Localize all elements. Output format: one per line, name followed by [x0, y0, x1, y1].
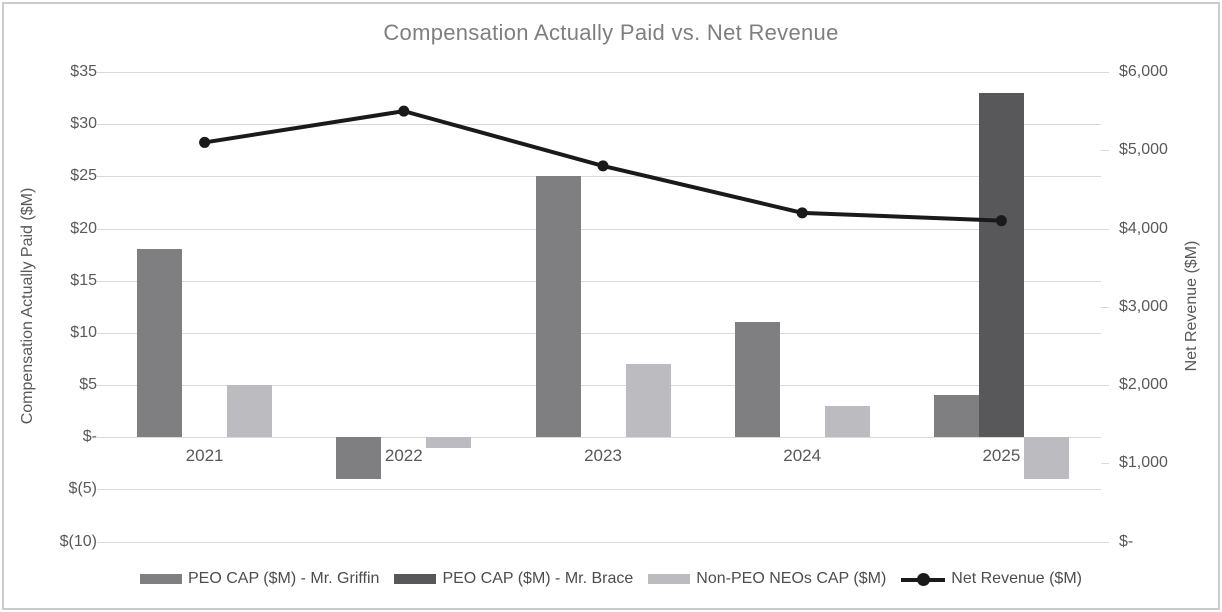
legend-label: PEO CAP ($M) - Mr. Brace [442, 570, 634, 587]
right-axis-tick-label: $6,000 [1119, 63, 1168, 80]
right-axis-tick [1101, 541, 1109, 543]
right-axis-tick-label: $4,000 [1119, 219, 1168, 237]
bar-non-peo-neos [1023, 437, 1069, 479]
gridline [105, 541, 1101, 543]
x-axis-category-label: 2022 [384, 446, 423, 466]
left-axis-tick-label: $20 [70, 219, 97, 237]
net-revenue-point [796, 207, 808, 219]
bar-peo-griffin [137, 249, 183, 438]
left-axis-tick [97, 541, 105, 543]
legend-label: Net Revenue ($M) [951, 570, 1082, 587]
bar-peo-griffin [933, 395, 979, 438]
legend-bar-swatch-icon [140, 574, 182, 584]
right-axis-tick-label: $2,000 [1119, 376, 1168, 393]
net-revenue-point [199, 136, 211, 148]
gridline [105, 280, 1101, 282]
bar-non-peo-neos [625, 364, 671, 438]
chart-legend: PEO CAP ($M) - Mr. Griffin PEO CAP ($M) -… [0, 570, 1222, 588]
left-axis-tick [97, 437, 105, 439]
left-axis-tick-label: $(10) [59, 532, 97, 550]
bar-peo-griffin [535, 176, 581, 438]
right-axis-tick-label: $1,000 [1119, 454, 1168, 472]
left-axis-tick-label: $25 [70, 167, 97, 185]
gridline [105, 385, 1101, 386]
gridline [105, 72, 1101, 73]
gridline [105, 124, 1101, 126]
right-axis-tick-label: $- [1119, 532, 1134, 550]
net-revenue-point [398, 105, 410, 117]
gridline [105, 437, 1101, 439]
net-revenue-point [995, 215, 1007, 227]
legend-item: PEO CAP ($M) - Mr. Brace [394, 570, 633, 588]
left-axis-tick [97, 124, 105, 126]
legend-item: Non-PEO NEOs CAP ($M) [648, 570, 886, 588]
left-axis-tick-label: $35 [70, 63, 97, 80]
bar-peo-griffin [734, 322, 780, 438]
legend-item: PEO CAP ($M) - Mr. Griffin [140, 570, 379, 588]
left-axis-tick-label: $15 [70, 271, 97, 289]
chart-title: Compensation Actually Paid vs. Net Reven… [383, 20, 839, 45]
bar-non-peo-neos [426, 437, 472, 448]
legend-label: Non-PEO NEOs CAP ($M) [696, 570, 887, 587]
right-axis-tick [1101, 385, 1109, 386]
x-axis-category-label: 2025 [982, 446, 1021, 466]
left-axis-tick [97, 489, 105, 491]
left-axis-tick-label: $(5) [68, 480, 97, 498]
right-axis-tick [1101, 306, 1109, 308]
legend-bar-swatch-icon [394, 574, 437, 584]
left-axis-tick-label: $10 [70, 323, 97, 341]
bar-non-peo-neos [824, 405, 870, 438]
legend-line-marker-icon [901, 572, 946, 586]
bar-peo-brace [978, 92, 1024, 438]
left-axis-tick [97, 228, 105, 230]
gridline [105, 332, 1101, 334]
bar-non-peo-neos [227, 385, 273, 438]
gridline [105, 228, 1101, 230]
left-axis-tick [97, 72, 105, 73]
right-axis-tick-label: $3,000 [1119, 297, 1168, 315]
net-revenue-point [597, 160, 609, 172]
right-axis-tick [1101, 72, 1109, 73]
legend-item: Net Revenue ($M) [901, 570, 1082, 588]
left-axis-tick-label: $30 [70, 115, 97, 133]
left-axis-tick [97, 332, 105, 334]
left-axis-tick [97, 280, 105, 282]
right-axis-tick-label: $5,000 [1119, 141, 1168, 159]
x-axis-category-label: 2024 [783, 446, 822, 466]
right-axis-tick [1101, 228, 1109, 230]
gridline [105, 489, 1101, 491]
gridline [105, 176, 1101, 178]
right-axis-tick [1101, 150, 1109, 152]
left-axis-tick-label: $- [82, 428, 97, 446]
bar-peo-griffin [336, 437, 382, 479]
right-axis-tick [1101, 463, 1109, 465]
left-axis-tick [97, 176, 105, 178]
x-axis-category-label: 2021 [185, 446, 224, 466]
legend-bar-swatch-icon [648, 574, 691, 584]
left-axis-tick [97, 385, 105, 386]
x-axis-category-label: 2023 [584, 446, 622, 466]
left-axis-tick-label: $5 [79, 376, 97, 393]
legend-label: PEO CAP ($M) - Mr. Griffin [188, 570, 380, 587]
